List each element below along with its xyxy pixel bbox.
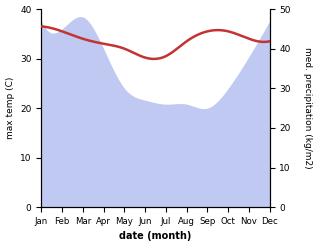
Y-axis label: med. precipitation (kg/m2): med. precipitation (kg/m2) bbox=[303, 47, 313, 169]
X-axis label: date (month): date (month) bbox=[119, 231, 192, 242]
Y-axis label: max temp (C): max temp (C) bbox=[5, 77, 15, 139]
